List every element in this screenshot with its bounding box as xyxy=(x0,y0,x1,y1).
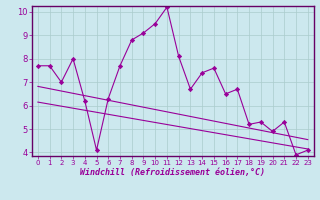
X-axis label: Windchill (Refroidissement éolien,°C): Windchill (Refroidissement éolien,°C) xyxy=(80,168,265,177)
